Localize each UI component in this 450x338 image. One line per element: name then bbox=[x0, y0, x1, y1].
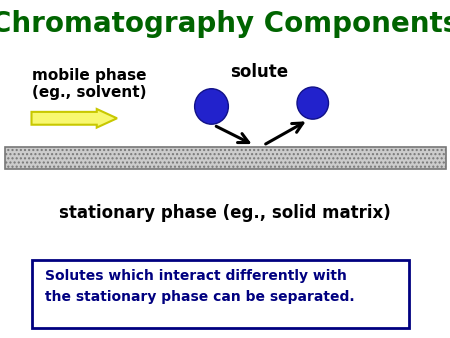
Ellipse shape bbox=[297, 87, 328, 119]
Text: solute: solute bbox=[230, 63, 288, 80]
Bar bbox=[32, 260, 410, 328]
Text: mobile phase
(eg., solvent): mobile phase (eg., solvent) bbox=[32, 68, 146, 100]
Text: stationary phase (eg., solid matrix): stationary phase (eg., solid matrix) bbox=[59, 204, 391, 222]
Text: Chromatography Components: Chromatography Components bbox=[0, 10, 450, 38]
Bar bbox=[4, 147, 446, 169]
FancyArrow shape bbox=[32, 109, 117, 128]
Ellipse shape bbox=[194, 89, 228, 124]
Text: Solutes which interact differently with
the stationary phase can be separated.: Solutes which interact differently with … bbox=[45, 269, 355, 305]
